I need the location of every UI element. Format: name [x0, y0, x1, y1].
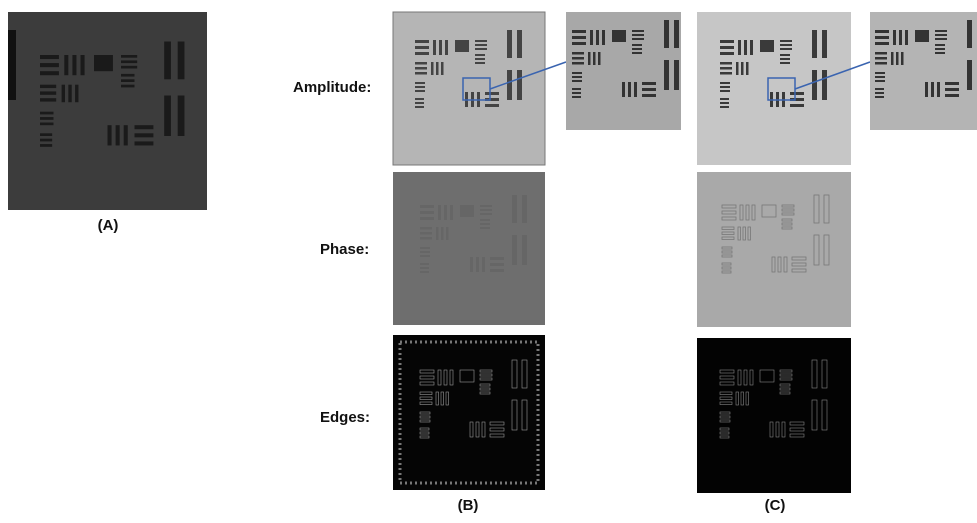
image-b-phase [393, 172, 545, 325]
zoom-arrow [489, 61, 567, 90]
image-b-edges [393, 335, 545, 490]
image-c-edges [697, 338, 851, 493]
image-a [8, 12, 207, 210]
panel-label: (A) [98, 217, 119, 234]
image-b-amplitude [392, 11, 546, 166]
panel-label: (C) [765, 497, 786, 514]
panel-label: (B) [458, 497, 479, 514]
zoom-c [870, 12, 977, 130]
image-c-amplitude [697, 12, 851, 165]
row-label: Edges: [320, 409, 370, 426]
row-label: Amplitude: [293, 79, 371, 96]
zoom-b [566, 12, 681, 130]
zoom-arrow [794, 61, 871, 90]
image-a-edge [8, 30, 16, 100]
image-c-phase [697, 172, 851, 327]
row-label: Phase: [320, 241, 369, 258]
